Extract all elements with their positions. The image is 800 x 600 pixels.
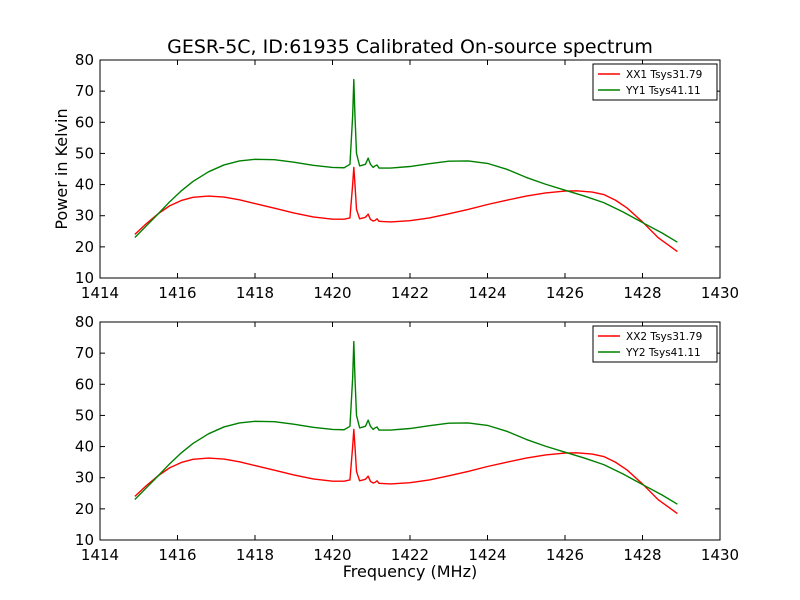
x-tick-label: 1430 <box>701 284 739 302</box>
legend: XX2 Tsys31.79 YY2 Tsys41.11 <box>592 325 718 363</box>
y-tick-label: 80 <box>75 51 94 69</box>
series-line-1 <box>134 340 678 505</box>
y-tick-label: 10 <box>75 269 94 287</box>
x-tick-label: 1428 <box>623 284 661 302</box>
y-tick-label: 20 <box>75 238 94 256</box>
legend-label: XX2 Tsys31.79 <box>626 331 702 343</box>
legend-box <box>592 63 718 101</box>
legend-label: YY2 Tsys41.11 <box>625 347 701 359</box>
x-tick-label: 1420 <box>313 546 351 564</box>
top-spectrum-panel: 1414 1416 1418 1420 1422 1424 1426 1428 1430 10 20… <box>75 51 739 302</box>
x-axis-label: Frequency (MHz) <box>343 562 477 581</box>
legend-label: XX1 Tsys31.79 <box>626 69 702 81</box>
y-tick-label: 40 <box>75 438 94 456</box>
x-tick-label: 1422 <box>391 284 429 302</box>
y-tick-label: 60 <box>75 375 94 393</box>
bottom-spectrum-panel: 1414 1416 1418 1420 1422 1424 1426 1428 1430 10 20… <box>75 313 739 564</box>
y-tick-label: 30 <box>75 469 94 487</box>
x-tick-label: 1430 <box>701 546 739 564</box>
series-line-0 <box>134 166 678 253</box>
y-tick-label: 20 <box>75 500 94 518</box>
y-tick-label: 70 <box>75 344 94 362</box>
y-tick-label: 50 <box>75 406 94 424</box>
series-line-0 <box>134 428 678 515</box>
x-tick-label: 1422 <box>391 546 429 564</box>
legend: XX1 Tsys31.79 YY1 Tsys41.11 <box>592 63 718 101</box>
y-tick-label: 30 <box>75 207 94 225</box>
y-tick-label: 40 <box>75 176 94 194</box>
x-tick-label: 1424 <box>468 546 506 564</box>
x-tick-label: 1426 <box>546 546 584 564</box>
x-tick-label: 1424 <box>468 284 506 302</box>
x-tick-label: 1420 <box>313 284 351 302</box>
y-tick-label: 50 <box>75 144 94 162</box>
legend-label: YY1 Tsys41.11 <box>625 85 701 97</box>
x-tick-label: 1418 <box>236 546 274 564</box>
figure-title: GESR-5C, ID:61935 Calibrated On-source s… <box>167 36 653 58</box>
y-axis-label: Power in Kelvin <box>52 108 71 229</box>
y-tick-label: 70 <box>75 82 94 100</box>
x-tick-label: 1414 <box>81 546 119 564</box>
series-line-1 <box>134 78 678 243</box>
x-tick-label: 1426 <box>546 284 584 302</box>
x-tick-label: 1416 <box>158 284 196 302</box>
x-tick-label: 1428 <box>623 546 661 564</box>
x-tick-label: 1418 <box>236 284 274 302</box>
y-tick-label: 10 <box>75 531 94 549</box>
x-tick-label: 1414 <box>81 284 119 302</box>
y-tick-label: 80 <box>75 313 94 331</box>
x-tick-label: 1416 <box>158 546 196 564</box>
legend-box <box>592 325 718 363</box>
y-tick-label: 60 <box>75 113 94 131</box>
